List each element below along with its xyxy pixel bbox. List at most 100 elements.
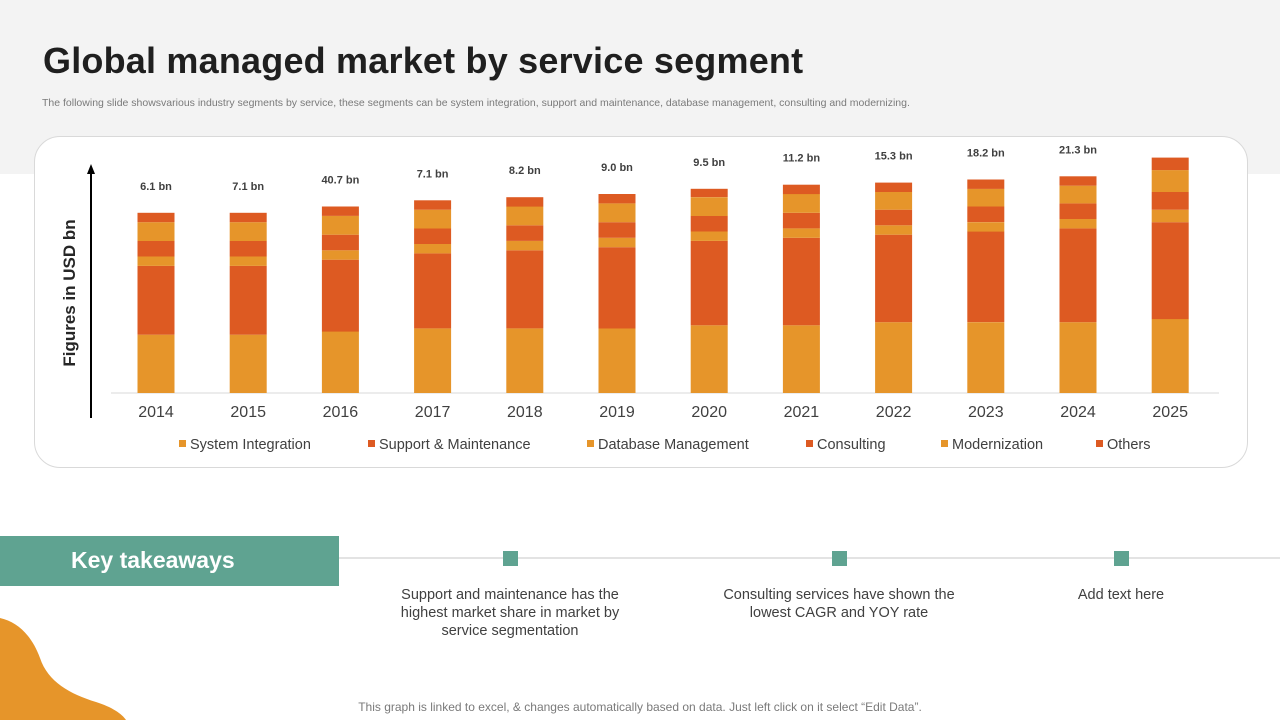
bar-segment-2014-s1 [137, 265, 175, 335]
bar-segment-2023-s0 [967, 322, 1005, 393]
legend-swatch-0 [179, 440, 186, 447]
bar-segment-2016-s4 [321, 215, 359, 235]
bar-segment-2025-s1 [1151, 222, 1189, 320]
x-tick-label-2022: 2022 [876, 404, 912, 421]
total-label-2022: 15.3 bn [875, 151, 913, 163]
total-labels: 6.1 bn 7.1 bn 40.7 bn 7.1 bn 8.2 bn 9.0 bn 9.5… [140, 137, 1185, 193]
x-tick-label-2020: 2020 [691, 404, 727, 421]
bar-segment-2022-s5 [875, 182, 913, 192]
bar-segment-2025-s0 [1151, 319, 1189, 393]
bars-group [137, 157, 1189, 393]
total-label-2019: 9.0 bn [601, 162, 633, 174]
bar-segment-2021-s0 [782, 325, 820, 393]
bar-segment-2015-s4 [229, 222, 267, 241]
bar-segment-2016-s0 [321, 331, 359, 393]
bar-segment-2021-s5 [782, 184, 820, 195]
bar-segment-2016-s5 [321, 206, 359, 216]
legend-label-0: System Integration [190, 437, 311, 453]
timeline-line [339, 557, 1280, 559]
bar-segment-2015-s0 [229, 334, 267, 393]
legend-swatch-1 [368, 440, 375, 447]
legend-label-4: Modernization [952, 437, 1043, 453]
timeline-marker [1114, 551, 1129, 566]
x-tick-label-2021: 2021 [784, 404, 820, 421]
bar-segment-2024-s1 [1059, 228, 1097, 323]
bar-segment-2023-s2 [967, 222, 1005, 232]
stacked-bar-chart: Figures in USD bn 2014 2015 2016 2017 2018 20… [60, 137, 1219, 453]
bar-segment-2019-s5 [598, 194, 636, 204]
takeaway-text-1: Support and maintenance has the highest … [400, 587, 620, 639]
bar-segment-2017-s4 [414, 209, 452, 229]
chart-axes: Figures in USD bn [60, 164, 1219, 418]
legend-swatch-5 [1096, 440, 1103, 447]
legend-swatch-3 [806, 440, 813, 447]
bar-segment-2017-s5 [414, 200, 452, 210]
x-tick-label-2019: 2019 [599, 404, 635, 421]
bar-segment-2019-s3 [598, 222, 636, 238]
bar-segment-2020-s1 [690, 240, 728, 326]
bar-segment-2016-s3 [321, 234, 359, 251]
bar-segment-2023-s4 [967, 188, 1005, 207]
bar-segment-2020-s3 [690, 215, 728, 232]
x-tick-label-2015: 2015 [230, 404, 266, 421]
bar-segment-2025-s5 [1151, 157, 1189, 171]
bar-segment-2014-s0 [137, 334, 175, 393]
bar-segment-2015-s3 [229, 240, 267, 257]
bar-segment-2018-s5 [506, 197, 544, 207]
bar-segment-2022-s0 [875, 322, 913, 393]
x-tick-label-2018: 2018 [507, 404, 543, 421]
total-label-2024: 21.3 bn [1059, 144, 1097, 156]
legend-label-3: Consulting [817, 437, 886, 453]
bar-segment-2016-s1 [321, 259, 359, 332]
chart-legend: System Integration Support & Maintenance D… [179, 437, 1151, 453]
bar-segment-2018-s1 [506, 250, 544, 329]
x-tick-label-2016: 2016 [323, 404, 359, 421]
bar-segment-2023-s5 [967, 179, 1005, 189]
bar-segment-2025-s3 [1151, 192, 1189, 210]
footer-note: This graph is linked to excel, & changes… [358, 700, 922, 714]
bar-segment-2014-s2 [137, 256, 175, 266]
legend-swatch-2 [587, 440, 594, 447]
bar-segment-2025-s2 [1151, 209, 1189, 223]
bar-segment-2025-s4 [1151, 170, 1189, 192]
page-subtitle: The following slide showsvarious industr… [42, 97, 910, 109]
timeline-marker [832, 551, 847, 566]
total-label-2018: 8.2 bn [509, 165, 541, 177]
total-label-2014: 6.1 bn [140, 181, 172, 193]
legend-label-1: Support & Maintenance [379, 437, 531, 453]
bar-segment-2017-s0 [414, 328, 452, 393]
total-label-2021: 11.2 bn [783, 153, 821, 165]
total-label-2020: 9.5 bn [693, 157, 725, 169]
bar-segment-2018-s4 [506, 206, 544, 226]
bar-segment-2021-s1 [782, 237, 820, 326]
bar-segment-2020-s2 [690, 231, 728, 241]
bar-segment-2014-s4 [137, 222, 175, 241]
bar-segment-2014-s5 [137, 212, 175, 223]
decorative-orange-blob [0, 618, 126, 720]
bar-segment-2019-s2 [598, 237, 636, 248]
takeaway-text-2: Consulting services have shown the lowes… [723, 587, 955, 621]
bar-segment-2024-s4 [1059, 185, 1097, 204]
bar-segment-2021-s3 [782, 212, 820, 229]
timeline-marker [503, 551, 518, 566]
legend-label-5: Others [1107, 437, 1151, 453]
bar-segment-2021-s4 [782, 194, 820, 213]
x-tick-labels: 2014 2015 2016 2017 2018 2019 2020 2021 2022 2023… [138, 404, 1188, 421]
bar-segment-2015-s1 [229, 265, 267, 335]
x-tick-label-2017: 2017 [415, 404, 451, 421]
legend-swatch-4 [941, 440, 948, 447]
bar-segment-2022-s1 [875, 234, 913, 323]
x-tick-label-2025: 2025 [1152, 404, 1188, 421]
bar-segment-2024-s3 [1059, 203, 1097, 219]
bar-segment-2018-s2 [506, 240, 544, 251]
bar-segment-2022-s3 [875, 209, 913, 226]
total-label-2023: 18.2 bn [967, 148, 1005, 160]
bar-segment-2019-s1 [598, 247, 636, 329]
key-takeaways-title: Key takeaways [71, 547, 235, 573]
bar-segment-2017-s2 [414, 244, 452, 254]
legend-label-2: Database Management [598, 437, 749, 453]
bar-segment-2017-s1 [414, 253, 452, 329]
bar-segment-2017-s3 [414, 228, 452, 244]
takeaway-text-3: Add text here [1077, 587, 1165, 603]
bar-segment-2023-s3 [967, 206, 1005, 223]
